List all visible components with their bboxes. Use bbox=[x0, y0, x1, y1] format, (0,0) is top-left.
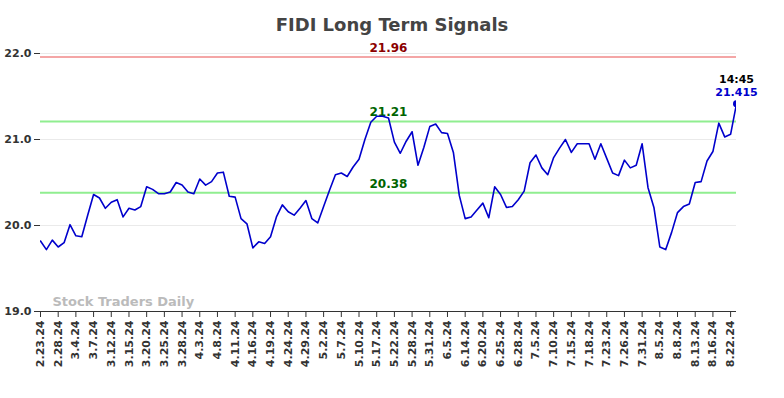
svg-text:8.8.24: 8.8.24 bbox=[671, 320, 684, 359]
svg-text:3.15.24: 3.15.24 bbox=[122, 320, 135, 367]
svg-text:14:45: 14:45 bbox=[719, 73, 754, 86]
svg-text:8.13.24: 8.13.24 bbox=[689, 320, 702, 367]
svg-text:21.415: 21.415 bbox=[715, 86, 757, 99]
svg-text:7.26.24: 7.26.24 bbox=[618, 320, 631, 367]
svg-text:3.20.24: 3.20.24 bbox=[140, 320, 153, 367]
svg-text:7.18.24: 7.18.24 bbox=[583, 320, 596, 367]
svg-text:4.11.24: 4.11.24 bbox=[229, 320, 242, 367]
svg-text:8.5.24: 8.5.24 bbox=[653, 320, 666, 359]
svg-text:3.25.24: 3.25.24 bbox=[158, 320, 171, 367]
svg-text:21.0: 21.0 bbox=[4, 133, 31, 146]
svg-text:3.12.24: 3.12.24 bbox=[105, 320, 118, 367]
svg-text:5.22.24: 5.22.24 bbox=[388, 320, 401, 367]
svg-text:3.7.24: 3.7.24 bbox=[87, 320, 100, 359]
svg-text:4.29.24: 4.29.24 bbox=[299, 320, 312, 367]
svg-text:7.31.24: 7.31.24 bbox=[636, 320, 649, 367]
svg-text:5.31.24: 5.31.24 bbox=[423, 320, 436, 367]
svg-text:5.7.24: 5.7.24 bbox=[335, 320, 348, 359]
svg-text:3.4.24: 3.4.24 bbox=[69, 320, 82, 359]
svg-text:6.25.24: 6.25.24 bbox=[494, 320, 507, 367]
svg-text:4.3.24: 4.3.24 bbox=[193, 320, 206, 359]
svg-text:6.28.24: 6.28.24 bbox=[512, 320, 525, 367]
svg-text:4.16.24: 4.16.24 bbox=[246, 320, 259, 367]
svg-text:20.38: 20.38 bbox=[370, 177, 408, 191]
html-text:FIDI Long Term Signals: FIDI Long Term Signals bbox=[275, 14, 509, 35]
svg-text:2.28.24: 2.28.24 bbox=[52, 320, 65, 367]
svg-text:7.15.24: 7.15.24 bbox=[565, 320, 578, 367]
svg-text:4.8.24: 4.8.24 bbox=[211, 320, 224, 359]
svg-text:6.5.24: 6.5.24 bbox=[441, 320, 454, 359]
svg-text:3.28.24: 3.28.24 bbox=[176, 320, 189, 367]
svg-text:8.16.24: 8.16.24 bbox=[706, 320, 719, 367]
svg-text:20.0: 20.0 bbox=[4, 219, 31, 232]
svg-text:4.19.24: 4.19.24 bbox=[264, 320, 277, 367]
svg-text:7.5.24: 7.5.24 bbox=[529, 320, 542, 359]
svg-text:5.10.24: 5.10.24 bbox=[353, 320, 366, 367]
svg-text:22.0: 22.0 bbox=[4, 47, 31, 60]
svg-text:19.0: 19.0 bbox=[4, 305, 31, 318]
svg-text:8.22.24: 8.22.24 bbox=[724, 320, 737, 367]
svg-text:7.10.24: 7.10.24 bbox=[547, 320, 560, 367]
svg-text:21.21: 21.21 bbox=[369, 105, 408, 120]
svg-text:Stock Traders Daily: Stock Traders Daily bbox=[53, 294, 195, 309]
svg-text:2.23.24: 2.23.24 bbox=[34, 320, 47, 367]
svg-text:6.20.24: 6.20.24 bbox=[476, 320, 489, 367]
svg-text:4.24.24: 4.24.24 bbox=[282, 320, 295, 367]
svg-text:5.28.24: 5.28.24 bbox=[406, 320, 419, 367]
svg-text:6.14.24: 6.14.24 bbox=[459, 320, 472, 367]
svg-text:5.2.24: 5.2.24 bbox=[317, 320, 330, 359]
svg-text:5.17.24: 5.17.24 bbox=[370, 320, 383, 367]
svg-text:21.96: 21.96 bbox=[370, 41, 408, 55]
svg-text:7.23.24: 7.23.24 bbox=[600, 320, 613, 367]
